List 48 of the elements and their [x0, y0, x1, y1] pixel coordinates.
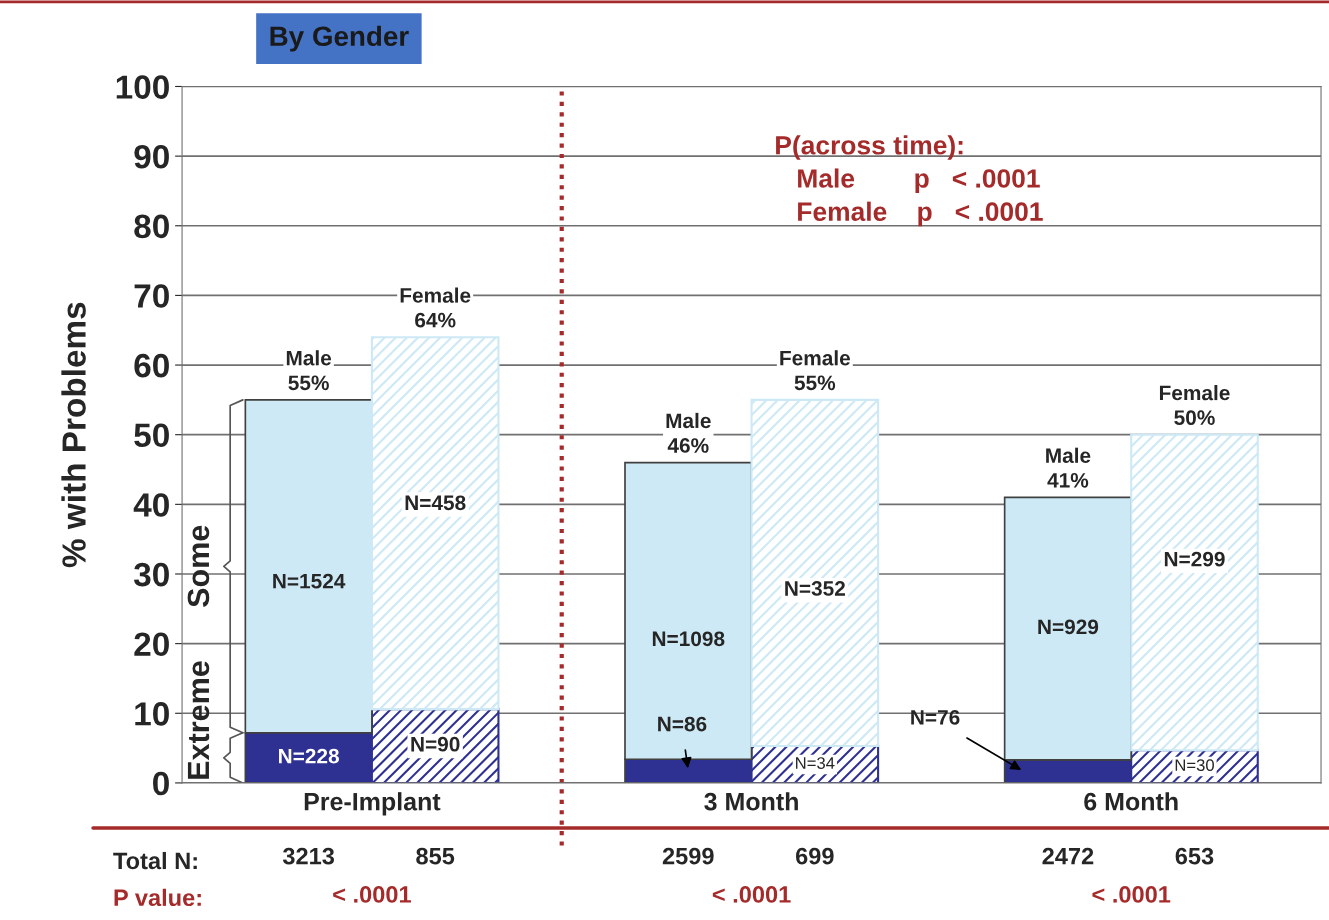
text: < .0001 — [333, 886, 411, 903]
annotation: N=34 — [796, 757, 835, 769]
text: Some — [187, 525, 210, 608]
y-tick-label: 40 — [133, 493, 169, 517]
text: 6 Month — [1084, 792, 1178, 811]
y-tick-label: 90 — [134, 144, 169, 169]
total-label: Male 46% — [666, 412, 711, 453]
y-tick-label: 0 — [153, 771, 169, 796]
text: 699 — [795, 847, 834, 865]
text: Pre-Implant — [304, 792, 441, 816]
total-label: Female 50% — [1159, 385, 1230, 426]
y-tick-label: 100 — [116, 75, 169, 99]
total-label: Female 55% — [780, 350, 851, 391]
y-tick-label: 20 — [134, 632, 169, 657]
text: Total N: — [113, 851, 197, 870]
annotation: N=228 — [279, 748, 339, 764]
y-tick-label: 50 — [134, 423, 169, 448]
annotation: N=1098 — [652, 631, 725, 647]
y-tick-label: 10 — [135, 702, 169, 726]
text: < .0001 — [1092, 886, 1171, 903]
text: 855 — [416, 847, 455, 865]
text: 3 Month — [704, 792, 798, 811]
text: 2599 — [662, 847, 714, 865]
y-axis-title: % with Problems — [61, 302, 86, 568]
annotation: N=30 — [1175, 759, 1214, 772]
annotation: N=86 — [658, 716, 707, 732]
annotation: N=352 — [785, 581, 845, 596]
text: 2472 — [1042, 847, 1094, 865]
text: < .0001 — [712, 886, 791, 903]
annotation: P(across time): Male p < .0001 Female p < .0001 — [776, 135, 1043, 227]
text: 3213 — [282, 847, 335, 865]
chart-title: By Gender — [270, 25, 409, 52]
y-tick-label: 80 — [134, 214, 169, 239]
text: P value: — [114, 888, 201, 907]
y-tick-label: 30 — [133, 562, 169, 587]
text: Extreme — [187, 661, 210, 779]
annotation: N=458 — [405, 495, 466, 511]
total-label: Male 41% — [1046, 447, 1091, 488]
y-tick-label: 70 — [134, 284, 169, 308]
total-label: Male 55% — [286, 350, 332, 391]
annotation: N=76 — [911, 710, 960, 725]
y-tick-label: 60 — [134, 353, 169, 378]
annotation: N=929 — [1038, 619, 1099, 635]
annotation: N=1524 — [273, 573, 346, 589]
total-label: Female 64% — [400, 287, 471, 328]
text: 653 — [1175, 847, 1214, 865]
annotation: N=90 — [411, 736, 460, 752]
annotation: N=299 — [1164, 551, 1225, 567]
